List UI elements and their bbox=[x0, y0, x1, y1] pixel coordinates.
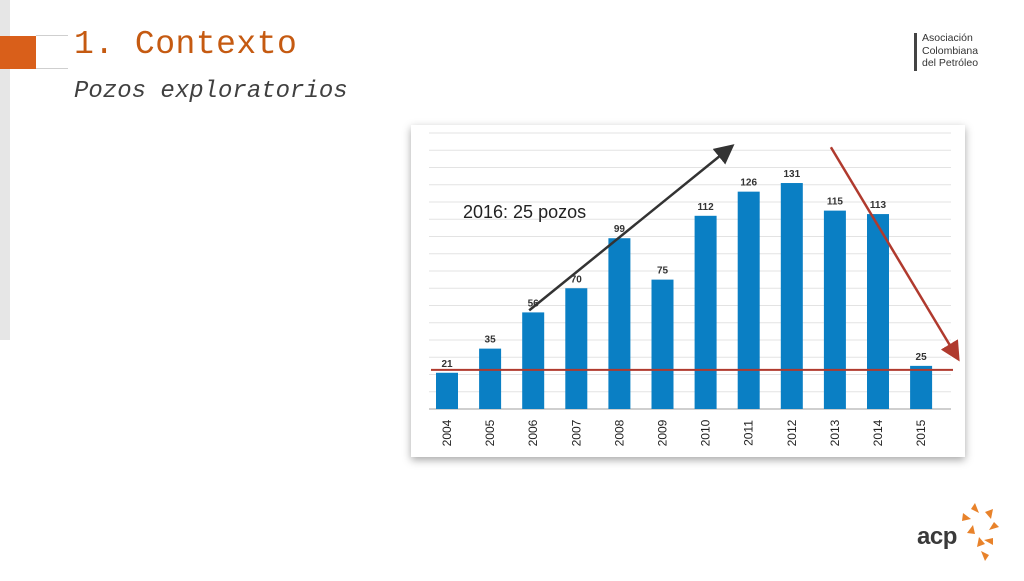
bar-2014 bbox=[867, 214, 889, 409]
value-label-2009: 75 bbox=[657, 266, 669, 277]
bar-2015 bbox=[910, 365, 933, 409]
value-label-2011: 126 bbox=[740, 178, 757, 189]
trend-down-arrow bbox=[829, 146, 960, 362]
bar-2009 bbox=[651, 279, 674, 409]
tick-label-2014: 2014 bbox=[871, 419, 885, 446]
logo-bar bbox=[914, 33, 917, 71]
tick-label-2005: 2005 bbox=[483, 419, 497, 446]
tick-label-2009: 2009 bbox=[656, 419, 670, 446]
value-label-2015: 25 bbox=[916, 352, 928, 363]
value-label-2010: 112 bbox=[698, 202, 715, 213]
value-label-2013: 115 bbox=[827, 197, 844, 208]
chart-card: 21 35 56 70 99 75 112 126 131 115 113 25 2004 2005 20… bbox=[411, 125, 965, 457]
chart-bars bbox=[436, 183, 933, 409]
bar-2006 bbox=[522, 312, 545, 409]
tick-label-2015: 2015 bbox=[914, 419, 928, 446]
annotation-2016: 2016: 25 pozos bbox=[463, 202, 586, 222]
value-label-2008: 99 bbox=[614, 224, 626, 235]
logo-line-2: Colombiana bbox=[922, 44, 979, 57]
bar-2011 bbox=[737, 191, 760, 409]
chart-value-labels: 21 35 56 70 99 75 112 126 131 115 113 25 bbox=[441, 169, 927, 370]
bar-2007 bbox=[565, 288, 588, 409]
slide-title: 1. Contexto bbox=[74, 26, 298, 63]
bar-2012 bbox=[780, 183, 803, 409]
bar-2008 bbox=[608, 238, 631, 409]
logo-text: Asociación Colombiana del Petróleo bbox=[922, 32, 978, 70]
trend-up-arrow bbox=[528, 144, 735, 312]
value-label-2007: 70 bbox=[571, 274, 583, 285]
tick-label-2004: 2004 bbox=[440, 419, 454, 446]
acp-text: acp bbox=[917, 523, 957, 550]
tick-label-2012: 2012 bbox=[785, 419, 799, 446]
tick-label-2013: 2013 bbox=[828, 419, 842, 446]
acp-star-icon bbox=[962, 503, 999, 561]
title-divider-bottom bbox=[36, 68, 68, 69]
left-stripe bbox=[0, 0, 10, 340]
value-label-2004: 21 bbox=[441, 359, 453, 370]
tick-label-2011: 2011 bbox=[742, 420, 756, 446]
bar-2010 bbox=[694, 215, 717, 409]
value-label-2005: 35 bbox=[485, 335, 497, 346]
bar-2013 bbox=[823, 210, 846, 409]
chart-grid bbox=[429, 132, 951, 410]
tick-label-2006: 2006 bbox=[526, 419, 540, 446]
value-label-2014: 113 bbox=[870, 200, 887, 211]
tick-label-2008: 2008 bbox=[612, 419, 626, 446]
tick-label-2010: 2010 bbox=[699, 419, 713, 446]
logo-line-1: Asociación bbox=[922, 32, 973, 44]
acp-footer-logo: acp bbox=[915, 495, 1024, 576]
bar-2004 bbox=[436, 372, 458, 409]
title-divider-top bbox=[36, 35, 68, 36]
orange-accent-block bbox=[0, 36, 36, 69]
chart-tick-labels: 2004 2005 2006 2007 2008 2009 2010 2011 2012 2013… bbox=[440, 419, 928, 446]
tick-label-2007: 2007 bbox=[569, 419, 583, 446]
chart-overlays: 2016: 25 pozos bbox=[431, 144, 960, 371]
value-label-2006: 56 bbox=[528, 298, 540, 309]
bar-2005 bbox=[479, 348, 502, 409]
logo-line-3: del Petróleo bbox=[922, 57, 979, 69]
value-label-2012: 131 bbox=[783, 169, 800, 180]
slide-subtitle: Pozos exploratorios bbox=[74, 78, 348, 105]
